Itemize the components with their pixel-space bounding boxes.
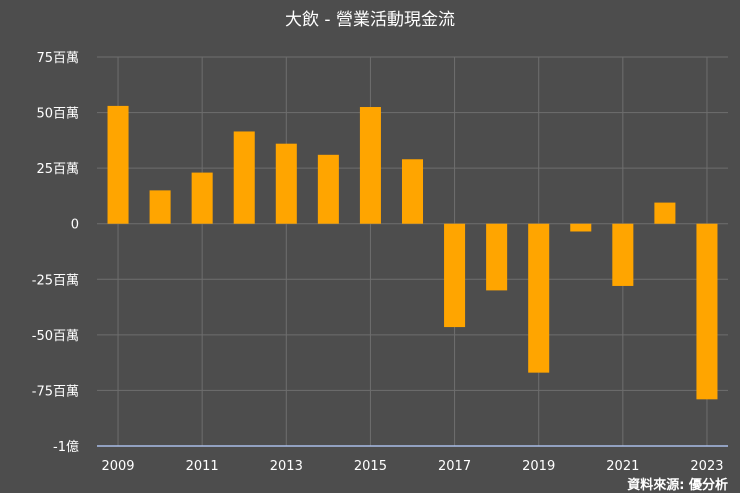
y-tick-label: -25百萬: [32, 273, 79, 288]
bar-2022: [654, 202, 676, 224]
bar-2016: [401, 159, 424, 224]
y-tick-label: 0: [71, 218, 79, 233]
x-tick-label: 2023: [690, 459, 723, 474]
x-tick-label: 2009: [101, 459, 134, 474]
bar-2023: [696, 223, 718, 400]
y-tick-label: -50百萬: [32, 329, 79, 344]
bar-2013: [275, 143, 297, 224]
bar-2015: [359, 107, 381, 224]
chart-title: 大飲 - 營業活動現金流: [285, 10, 455, 30]
x-tick-label: 2015: [354, 459, 387, 474]
source-label: 資料來源: 優分析: [627, 477, 728, 493]
y-tick-label: 50百萬: [36, 107, 79, 122]
bar-2020: [570, 223, 592, 232]
bar-2009: [107, 105, 129, 224]
bar-2019: [528, 223, 550, 373]
x-tick-label: 2019: [522, 459, 555, 474]
x-tick-label: 2013: [270, 459, 303, 474]
y-tick-label: 75百萬: [36, 51, 79, 66]
bar-2014: [317, 154, 339, 224]
bar-2012: [233, 131, 255, 224]
bar-2018: [486, 223, 508, 291]
bar-2011: [191, 172, 213, 224]
bars: [107, 105, 718, 400]
x-axis: 2009 2011 2013 2015 2017 2019 2021 2023: [101, 459, 723, 474]
y-tick-label: 25百萬: [36, 162, 79, 177]
x-tick-label: 2017: [438, 459, 471, 474]
bar-2021: [612, 223, 634, 286]
x-tick-label: 2011: [186, 459, 219, 474]
y-tick-label: -1億: [53, 439, 79, 455]
y-axis: 75百萬 50百萬 25百萬 0 -25百萬 -50百萬 -75百萬 -1億: [32, 51, 79, 455]
bar-2017: [444, 223, 466, 328]
x-tick-label: 2021: [606, 459, 639, 474]
y-tick-label: -75百萬: [32, 384, 79, 399]
bar-2010: [149, 190, 171, 224]
